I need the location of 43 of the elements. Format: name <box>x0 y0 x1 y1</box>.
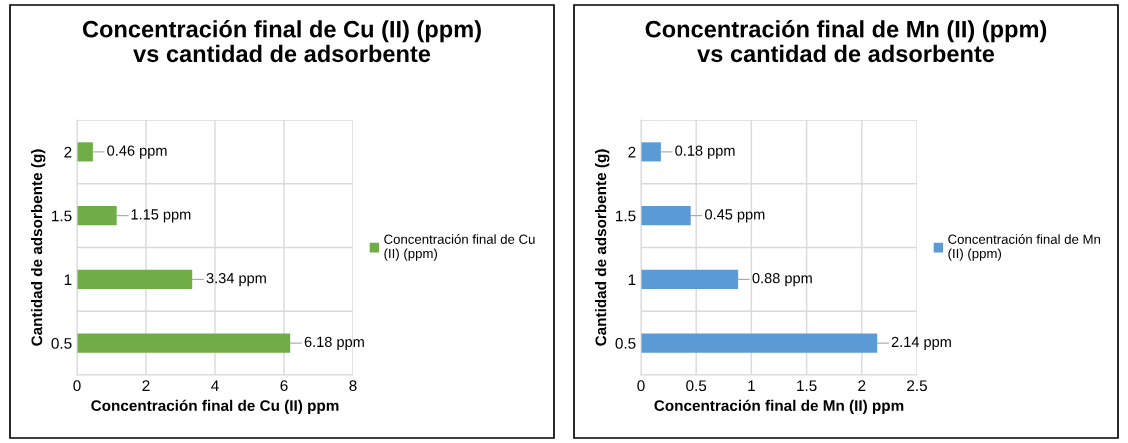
x-tick-label: 1 <box>748 380 755 391</box>
text: 0.46 ppm <box>107 145 167 159</box>
y-tick-label: 1.5 <box>52 210 72 222</box>
bar <box>77 206 117 226</box>
text: 0.88 ppm <box>752 272 812 287</box>
bar <box>641 142 661 162</box>
text: 6.18 ppm <box>304 336 364 350</box>
y-axis-title: Cantidad de adsorbente (g) <box>595 149 610 346</box>
x-tick-label: 4 <box>211 380 219 391</box>
y-tick-label: 0.5 <box>615 337 636 349</box>
y-tick-label: 2 <box>64 146 72 158</box>
y-tick-label: 1 <box>64 274 72 285</box>
x-axis-title: Concentración final de Mn (II) ppm <box>654 399 904 415</box>
x-tick-label: 0 <box>637 380 645 392</box>
legend-label: Concentración final de Cu (II) (ppm) <box>384 234 535 261</box>
x-tick-label: 0 <box>73 380 81 392</box>
y-tick-label: 0.5 <box>51 337 72 349</box>
x-tick-label: 8 <box>349 380 357 392</box>
text: 0.45 ppm <box>705 209 765 223</box>
x-tick-label: 2 <box>858 380 866 391</box>
y-tick-label: 1 <box>628 274 636 285</box>
text: 1.15 ppm <box>131 209 191 223</box>
bar <box>77 142 93 162</box>
chart-title: Concentración final de Cu (II) (ppm) vs cantidad de adsorbente <box>82 20 481 63</box>
x-tick-label: 6 <box>280 380 288 392</box>
x-tick-label: 2.5 <box>907 380 927 392</box>
x-tick-label: 2 <box>142 380 150 391</box>
text: 0.18 ppm <box>675 145 735 159</box>
text: 2.14 ppm <box>891 336 951 350</box>
x-tick-label: 0.5 <box>686 380 707 392</box>
x-tick-label: 1.5 <box>797 380 817 392</box>
legend-label: Concentración final de Mn (II) (ppm) <box>948 234 1101 261</box>
y-tick-label: 1.5 <box>616 210 636 222</box>
text: 3.34 ppm <box>206 272 266 287</box>
bar <box>77 333 291 353</box>
y-axis-title: Cantidad de adsorbente (g) <box>31 149 46 346</box>
bar <box>641 206 691 226</box>
chart-title: Concentración final de Mn (II) (ppm) vs cantidad de adsorbente <box>645 20 1047 63</box>
y-tick-label: 2 <box>628 146 636 158</box>
bar <box>77 269 193 289</box>
bar <box>641 269 739 289</box>
x-axis-title: Concentración final de Cu (II) ppm <box>91 399 339 415</box>
bar <box>641 333 878 353</box>
